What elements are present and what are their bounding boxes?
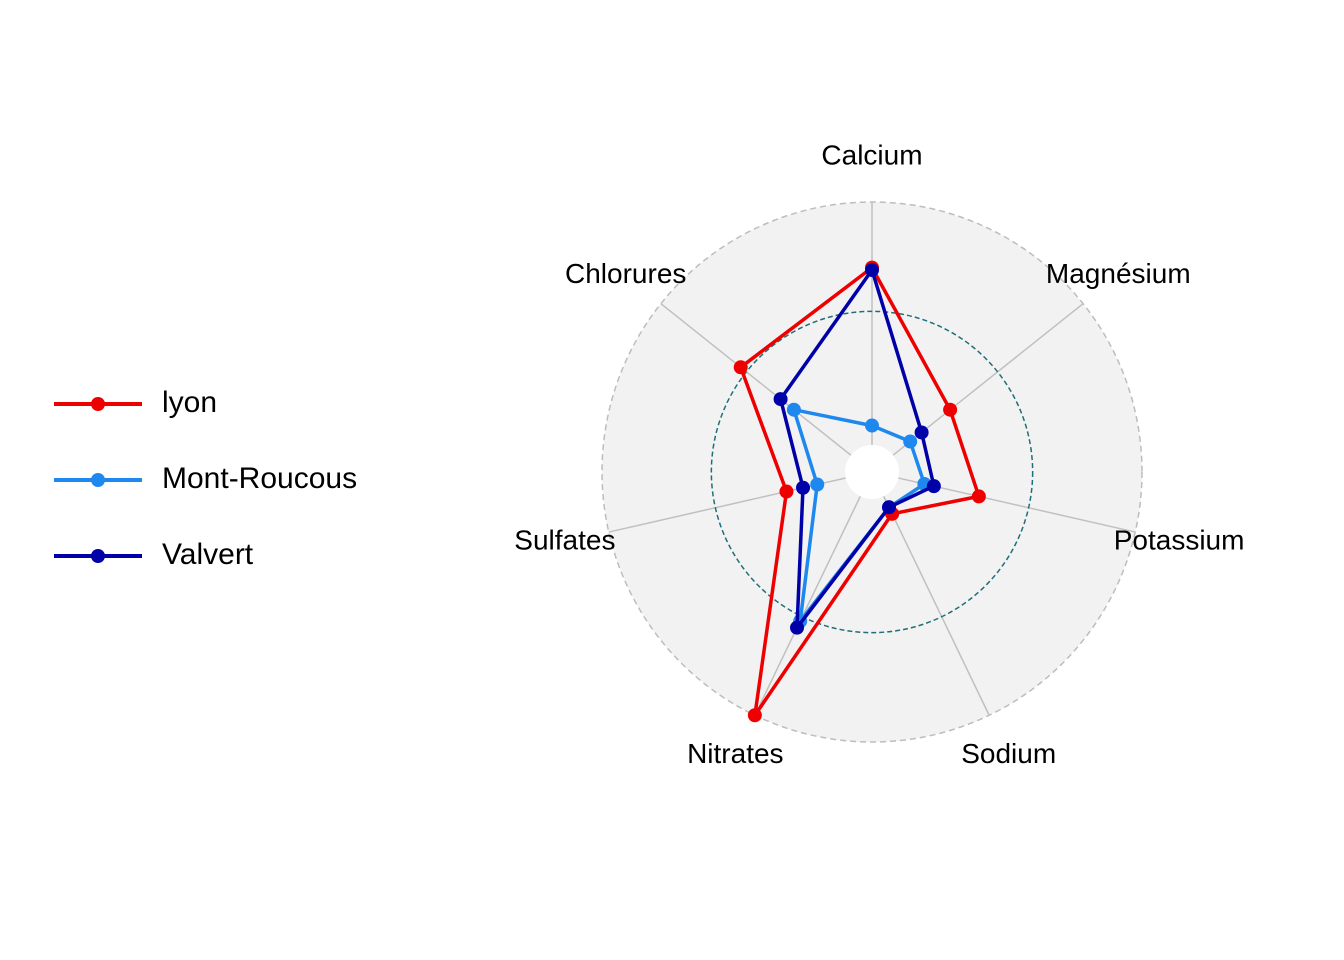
data-point-valvert-magnesium	[914, 425, 929, 440]
spoke-chlorures	[660, 303, 873, 473]
data-point-valvert-sulfates	[796, 480, 811, 495]
data-point-mont-roucous-sulfates	[810, 477, 825, 492]
legend-label: Mont-Roucous	[162, 462, 357, 495]
data-point-mont-roucous-calcium	[865, 418, 879, 433]
reference-circle	[710, 310, 1034, 634]
data-series	[733, 260, 986, 723]
legend-swatch-marker	[91, 397, 105, 411]
axis-label-potassium: Potassium	[1114, 524, 1245, 555]
legend-swatch-marker	[91, 473, 105, 487]
legend-item-lyon: lyon	[54, 386, 217, 419]
series-line-lyon	[738, 265, 981, 718]
spoke-nitrates	[754, 471, 873, 716]
data-point-mont-roucous-chlorures	[786, 402, 801, 417]
legend-item-valvert: Valvert	[54, 538, 254, 571]
legend-label: lyon	[162, 386, 217, 419]
series-line-valvert	[778, 268, 936, 630]
series-valvert	[773, 263, 941, 635]
legend-item-mont-roucous: Mont-Roucous	[54, 462, 357, 495]
axis-label-sulfates: Sulfates	[514, 524, 615, 555]
axis-label-sodium: Sodium	[961, 738, 1056, 769]
data-point-valvert-sodium	[881, 500, 896, 515]
axis-labels: Calcium Magnésium Potassium Sodium Nitrates S…	[514, 139, 1244, 769]
inner-hole	[845, 445, 899, 499]
spoke-potassium	[871, 471, 1136, 533]
data-point-lyon-potassium	[971, 489, 986, 504]
legend-swatch-marker	[91, 549, 105, 563]
data-point-lyon-chlorures	[733, 360, 748, 375]
axis-label-calcium: Calcium	[821, 139, 922, 170]
axis-label-magnesium: Magnésium	[1046, 258, 1191, 289]
data-point-lyon-magnesium	[943, 402, 958, 417]
axis-label-chlorures: Chlorures	[565, 258, 686, 289]
data-point-mont-roucous-magnesium	[903, 434, 918, 449]
data-point-valvert-calcium	[865, 263, 879, 278]
data-point-valvert-nitrates	[790, 620, 805, 635]
data-point-valvert-chlorures	[773, 392, 788, 407]
legend-label: Valvert	[162, 538, 254, 571]
data-point-lyon-sulfates	[779, 484, 794, 499]
data-point-valvert-potassium	[926, 479, 941, 494]
data-point-lyon-nitrates	[747, 708, 762, 723]
axis-spokes	[608, 202, 1136, 716]
spoke-sulfates	[608, 471, 873, 533]
legend: lyon Mont-Roucous Valvert	[54, 386, 357, 571]
axis-label-nitrates: Nitrates	[687, 738, 783, 769]
